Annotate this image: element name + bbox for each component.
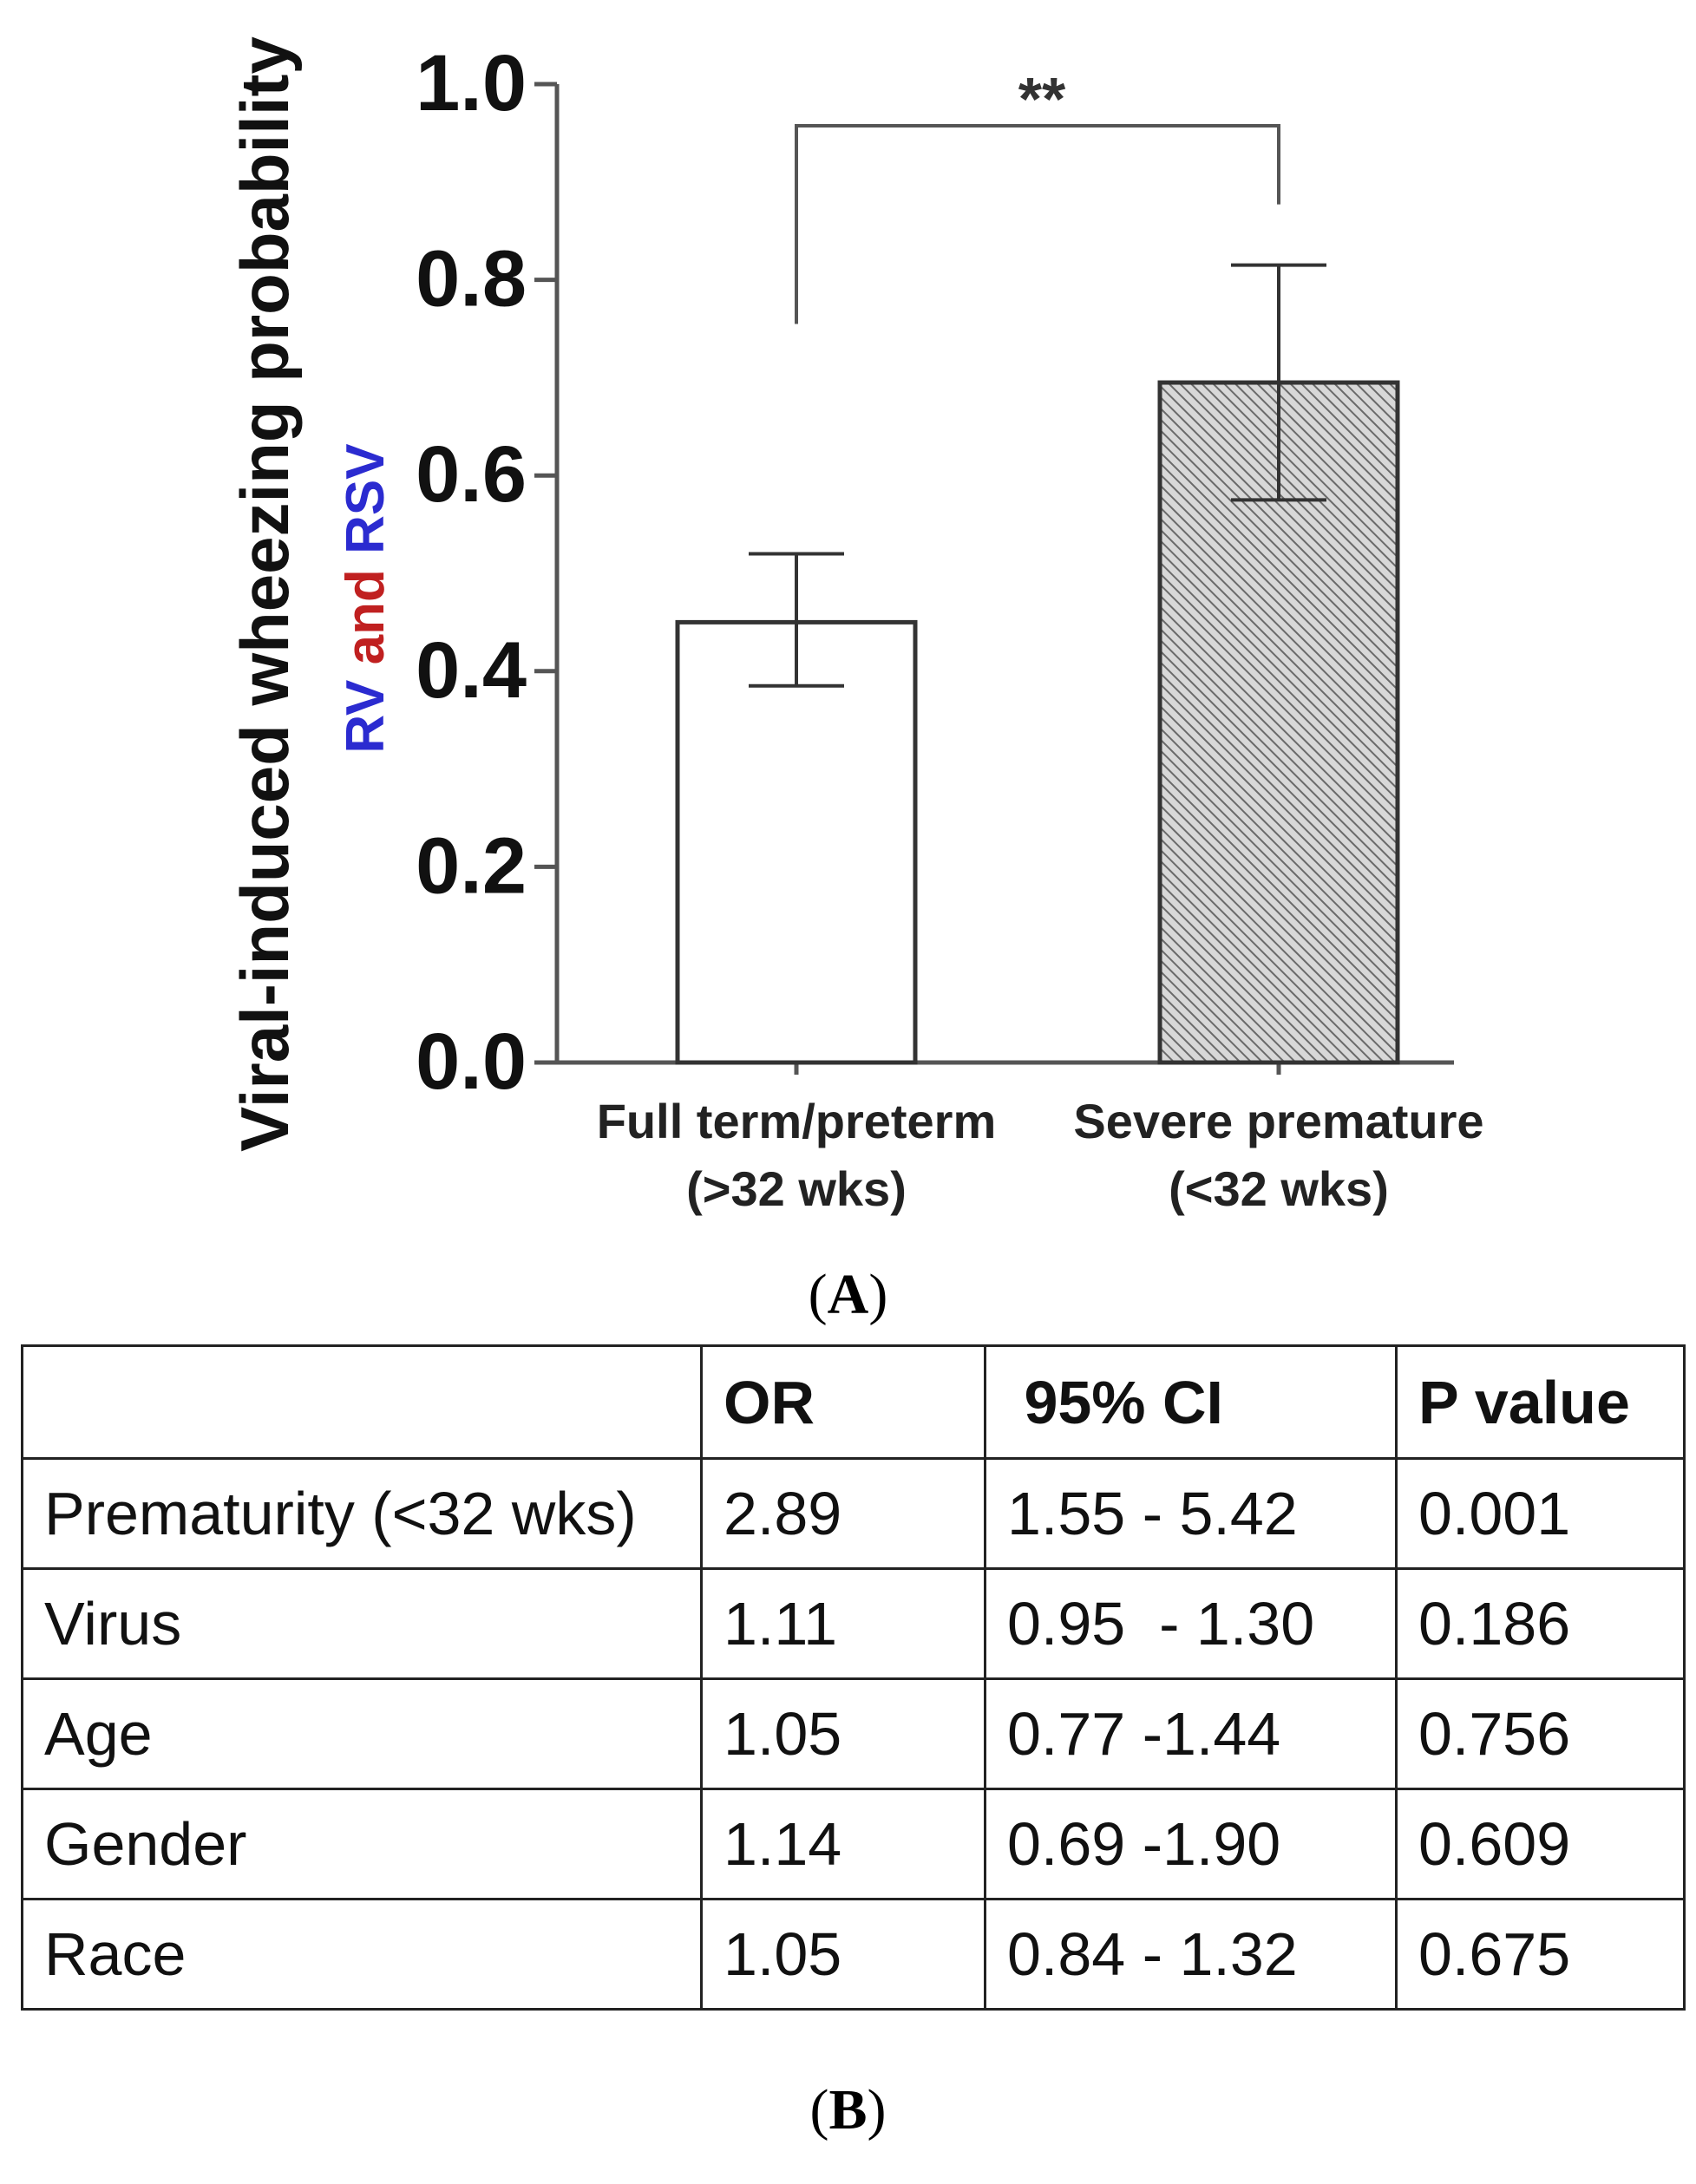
table-row: Age 1.05 0.77 -1.44 0.756 (21, 1677, 1686, 1790)
x-category-sublabel: (<32 wks) (1169, 1161, 1389, 1216)
p-value-cell: 0.186 (1395, 1567, 1686, 1680)
y-tick-label: 0.8 (416, 235, 527, 324)
x-category-sublabel: (>32 wks) (686, 1161, 907, 1216)
p-value-cell: 0.756 (1395, 1677, 1686, 1790)
odds-ratio-table: OR 95% CI P value Prematurity (<32 wks) … (21, 1344, 1686, 2011)
variable-cell: Virus (21, 1567, 703, 1680)
p-value-cell: 0.001 (1395, 1457, 1686, 1570)
or-cell: 1.11 (700, 1567, 986, 1680)
y-tick-label: 0.4 (416, 626, 527, 715)
table-header-row: OR 95% CI P value (21, 1344, 1686, 1460)
table-row: Virus 1.11 0.95 - 1.30 0.186 (21, 1567, 1686, 1680)
or-cell: 1.05 (700, 1677, 986, 1790)
or-cell: 1.14 (700, 1788, 986, 1900)
x-category-label: Full term/preterm (597, 1094, 997, 1148)
ci-cell: 0.69 -1.90 (984, 1788, 1398, 1900)
header-cell-empty (21, 1344, 703, 1460)
variable-cell: Age (21, 1677, 703, 1790)
x-category-label: Severe premature (1073, 1094, 1483, 1148)
ci-cell: 1.55 - 5.42 (984, 1457, 1398, 1570)
ci-cell: 0.84 - 1.32 (984, 1898, 1398, 2011)
variable-cell: Race (21, 1898, 703, 2011)
y-axis-subtitle-part: RSV (336, 443, 396, 553)
y-axis-subtitle-part: and (336, 554, 396, 680)
p-value-cell: 0.675 (1395, 1898, 1686, 2011)
panel-b-label: (B) (809, 2078, 887, 2141)
header-cell-ci: 95% CI (984, 1344, 1398, 1460)
significance-bracket (795, 124, 1280, 324)
or-cell: 1.05 (700, 1898, 986, 2011)
bar-chart: 0.0 0.2 0.4 0.6 0.8 1.0 ** Full term/preterm (>3… (226, 36, 1484, 1216)
header-cell-or: OR (700, 1344, 986, 1460)
p-value-cell: 0.609 (1395, 1788, 1686, 1900)
significance-label: ** (1018, 65, 1066, 133)
y-tick-label: 1.0 (416, 39, 527, 128)
or-cell: 2.89 (700, 1457, 986, 1570)
y-tick-label: 0.6 (416, 430, 527, 519)
ci-cell: 0.77 -1.44 (984, 1677, 1398, 1790)
y-tick-label: 0.0 (416, 1017, 527, 1106)
header-cell-p-value: P value (1395, 1344, 1686, 1460)
y-axis-subtitle: RV and RSV (336, 443, 396, 753)
ci-cell: 0.95 - 1.30 (984, 1567, 1398, 1680)
panel-a-label: (A) (808, 1263, 888, 1326)
variable-cell: Gender (21, 1788, 703, 1900)
y-axis-title: Viral-induced wheezing probability (226, 36, 303, 1152)
table-row: Race 1.05 0.84 - 1.32 0.675 (21, 1898, 1686, 2011)
table-row: Gender 1.14 0.69 -1.90 0.609 (21, 1788, 1686, 1900)
y-tick-label: 0.2 (416, 821, 527, 910)
table-row: Prematurity (<32 wks) 2.89 1.55 - 5.42 0… (21, 1457, 1686, 1570)
bar (675, 619, 918, 1065)
y-axis-subtitle-part: RV (336, 680, 396, 754)
variable-cell: Prematurity (<32 wks) (21, 1457, 703, 1570)
